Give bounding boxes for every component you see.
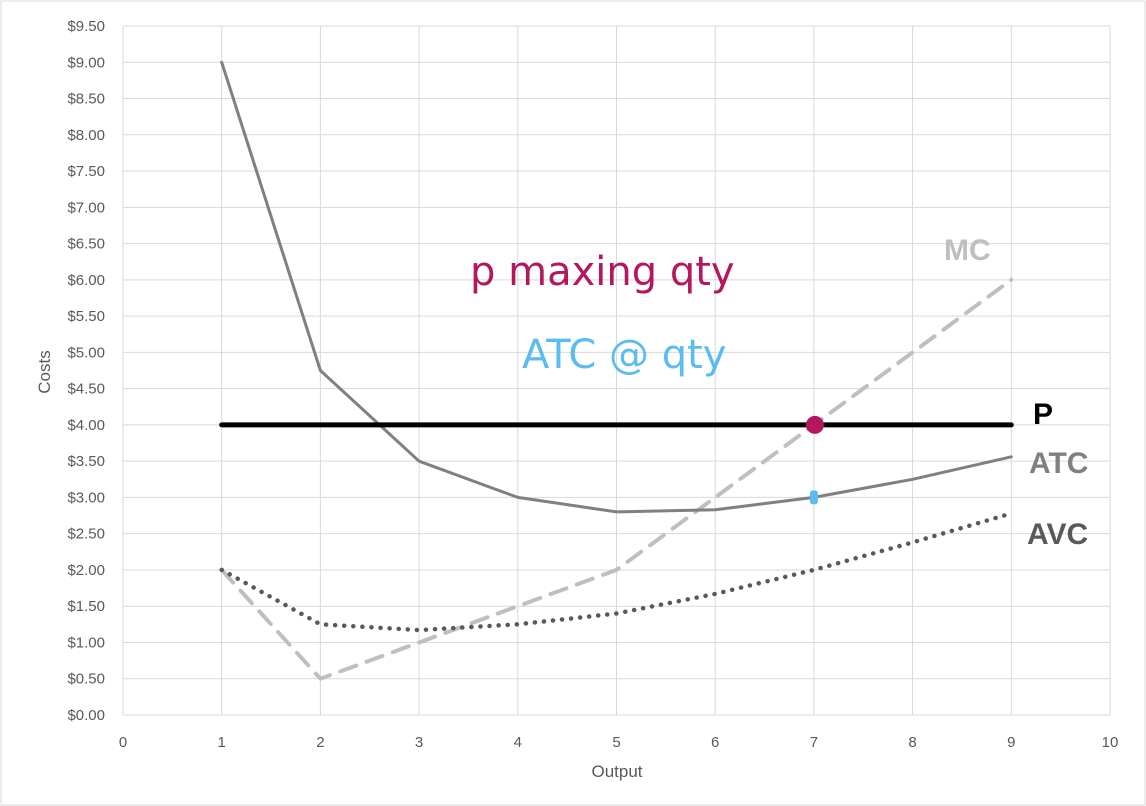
y-tick-label: $7.00	[67, 199, 105, 216]
series-avc-line	[219, 511, 1014, 633]
x-tick-label: 0	[119, 734, 127, 751]
y-tick-label: $2.00	[67, 562, 105, 579]
y-tick-label: $2.50	[67, 526, 105, 543]
y-tick-label: $6.50	[67, 236, 105, 253]
x-tick-label: 1	[218, 734, 226, 751]
y-tick-label: $8.50	[67, 91, 105, 108]
x-tick-label: 10	[1102, 734, 1119, 751]
profit-max-marker	[805, 415, 824, 434]
annotation-atc-at-qty: ATC @ qty	[522, 332, 726, 378]
y-tick-label: $9.50	[67, 18, 105, 35]
y-tick-label: $1.50	[67, 598, 105, 615]
x-tick-label: 9	[1007, 734, 1015, 751]
y-tick-label: $4.50	[67, 381, 105, 398]
y-tick-label: $0.00	[67, 707, 105, 724]
x-tick-label: 8	[908, 734, 916, 751]
x-axis-title: Output	[591, 762, 642, 781]
tick-labels: $0.00 $0.50 $1.00 $1.50 $2.00 $2.50 $3.00 $3.50…	[67, 18, 1118, 751]
y-tick-label: $0.50	[67, 671, 105, 688]
y-tick-label: $8.00	[67, 127, 105, 144]
y-axis-title: Costs	[35, 350, 54, 393]
series-labels: P ATC AVC MC	[944, 234, 1088, 551]
series-mc-line	[219, 277, 1014, 681]
series-label-atc: ATC	[1029, 447, 1088, 480]
series-label-avc: AVC	[1027, 518, 1088, 551]
y-tick-label: $3.50	[67, 453, 105, 470]
gridlines	[122, 25, 1111, 716]
series-layer	[219, 60, 1014, 681]
series-atc-line	[220, 60, 1013, 514]
y-tick-label: $9.00	[67, 54, 105, 71]
y-tick-label: $5.00	[67, 344, 105, 361]
series-label-mc: MC	[944, 234, 991, 267]
x-tick-label: 2	[316, 734, 324, 751]
atc-marker	[809, 490, 818, 505]
annotation-profit-max-qty: p maxing qty	[470, 249, 735, 295]
x-tick-label: 6	[711, 734, 719, 751]
x-tick-label: 5	[612, 734, 620, 751]
y-tick-label: $3.00	[67, 489, 105, 506]
y-tick-label: $1.00	[67, 634, 105, 651]
series-label-p: P	[1033, 398, 1053, 431]
x-tick-label: 3	[415, 734, 423, 751]
x-tick-label: 7	[810, 734, 818, 751]
annotations: p maxing qty ATC @ qty	[470, 249, 824, 505]
x-tick-label: 4	[514, 734, 522, 751]
y-tick-label: $7.50	[67, 163, 105, 180]
y-tick-label: $4.00	[67, 417, 105, 434]
y-tick-label: $6.00	[67, 272, 105, 289]
y-tick-label: $5.50	[67, 308, 105, 325]
